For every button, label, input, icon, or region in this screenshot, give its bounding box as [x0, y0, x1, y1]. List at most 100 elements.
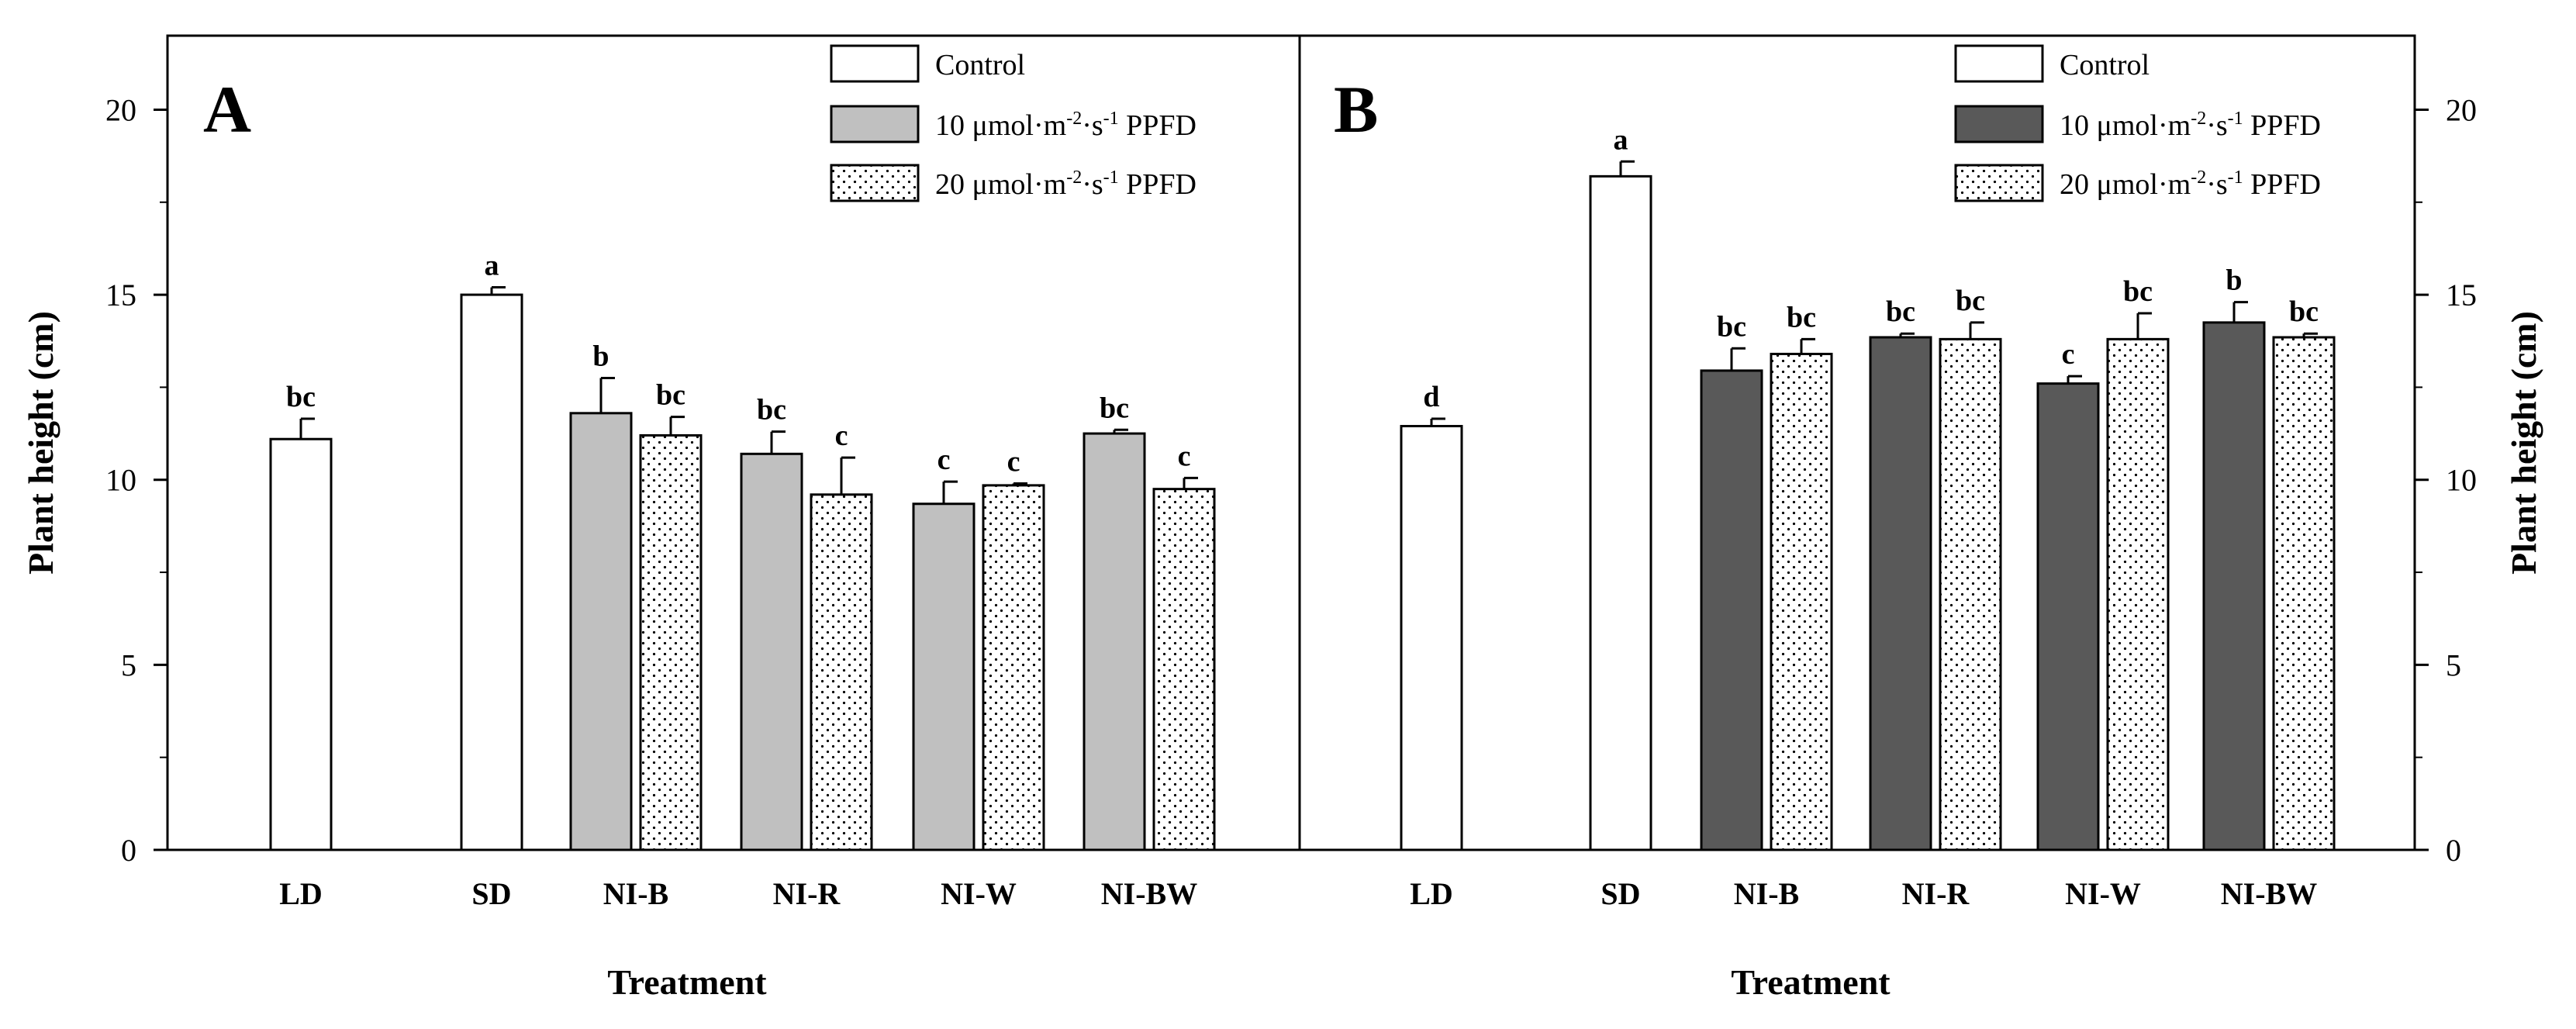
significance-label: bc	[1956, 285, 1985, 317]
significance-label: c	[1178, 440, 1191, 472]
category-label: NI-R	[1902, 876, 1970, 911]
bar-ppfd20	[810, 493, 873, 851]
category-label: LD	[279, 876, 323, 911]
legend-label-part: PPFD	[2243, 168, 2321, 201]
category-label: LD	[1410, 876, 1453, 911]
legend-label-control: Control	[935, 49, 1025, 81]
y-tick-label: 5	[2446, 647, 2461, 682]
legend-label-part: 20 μmol·m	[2060, 168, 2191, 201]
category-label: SD	[471, 876, 511, 911]
legend-swatch-ppfd10	[1954, 105, 2044, 143]
x-axis-title: Treatment	[1731, 962, 1891, 1002]
significance-label: bc	[2289, 295, 2319, 328]
significance-label: bc	[757, 394, 786, 426]
y-axis-title: Plant height (cm)	[2504, 311, 2543, 575]
legend-label-part: 10 μmol·m	[2060, 109, 2191, 142]
legend-label-part: -2	[2191, 167, 2206, 188]
legend-label-part: -1	[2228, 109, 2243, 129]
legend-label-control: Control	[2060, 49, 2150, 81]
legend-swatch-ppfd10	[830, 105, 920, 143]
plot-frame	[1298, 34, 2416, 851]
y-tick-label: 0	[2446, 833, 2461, 868]
panel-b: 0 5 10 15 20 Plant height (cm) Treatment B LD SD N…	[1298, 34, 2543, 1002]
category-label: NI-W	[2065, 876, 2141, 911]
legend-swatch-ppfd20	[830, 164, 920, 202]
category-label: NI-B	[1734, 876, 1799, 911]
legend-label-ppfd10: 10 μmol·m-2·s-1 PPFD	[2060, 109, 2321, 142]
significance-label: bc	[1100, 392, 1129, 424]
y-tick-label: 5	[121, 647, 136, 682]
significance-label: bc	[286, 381, 316, 413]
legend: Control 10 μmol·m-2·s-1 PPFD 20 μmol·m-2·s…	[830, 44, 1196, 202]
bar-control	[1589, 174, 1652, 851]
significance-label: bc	[1787, 301, 1816, 333]
bar-ppfd20	[1939, 337, 2002, 851]
y-tick-label: 15	[105, 278, 136, 312]
bar-ppfd10	[569, 412, 633, 851]
bar-ppfd20	[982, 484, 1045, 851]
bar-ppfd20	[1152, 488, 1216, 851]
legend-label-ppfd10: 10 μmol·m-2·s-1 PPFD	[935, 109, 1196, 142]
significance-label: c	[1007, 446, 1020, 478]
panel-letter: B	[1334, 72, 1378, 147]
category-label: NI-W	[941, 876, 1017, 911]
legend-label-part: ·s	[2206, 168, 2227, 201]
bar-ppfd10	[1869, 336, 1932, 851]
x-axis-title: Treatment	[607, 962, 767, 1002]
legend-label-part: PPFD	[1119, 109, 1196, 142]
y-tick-label: 0	[121, 833, 136, 868]
panel-a: 0 5 10 15 20 Plant height (cm) Treatment A LD SD N…	[21, 34, 1301, 1002]
category-label: SD	[1601, 876, 1640, 911]
significance-label: c	[2062, 338, 2075, 371]
legend-label-part: -1	[1103, 167, 1119, 188]
significance-label: a	[1614, 123, 1628, 156]
bar-ppfd20	[639, 433, 703, 851]
legend-label-part: -2	[1066, 167, 1082, 188]
bar-ppfd20	[1770, 352, 1833, 851]
significance-label: b	[2226, 264, 2242, 297]
bar-control	[1400, 425, 1463, 851]
category-label: NI-BW	[2221, 876, 2317, 911]
legend-swatch-ppfd20	[1954, 164, 2044, 202]
legend-label-part: PPFD	[2243, 109, 2321, 142]
y-tick-label: 20	[105, 92, 136, 127]
legend-label-part: ·s	[2206, 109, 2227, 142]
significance-label: bc	[656, 379, 685, 412]
significance-label: c	[835, 420, 848, 452]
legend-label-part: -2	[1066, 109, 1082, 129]
significance-label: c	[938, 444, 951, 476]
significance-label: d	[1423, 381, 1439, 413]
significance-label: bc	[2123, 275, 2153, 308]
y-tick-label: 15	[2446, 278, 2477, 312]
legend-label-part: -2	[2191, 109, 2206, 129]
category-label: NI-R	[773, 876, 841, 911]
category-label: NI-B	[603, 876, 668, 911]
significance-label: bc	[1717, 310, 1746, 343]
bar-ppfd10	[740, 452, 803, 851]
bar-ppfd10	[1083, 432, 1146, 851]
legend-label-part: -1	[1103, 109, 1119, 129]
legend-label-ppfd20: 20 μmol·m-2·s-1 PPFD	[2060, 167, 2321, 201]
bar-control	[460, 293, 523, 851]
bar-ppfd10	[2202, 321, 2266, 851]
significance-label: a	[485, 250, 499, 282]
significance-label: b	[592, 340, 609, 372]
legend-swatch-control	[1954, 44, 2044, 83]
bar-ppfd20	[2106, 337, 2170, 851]
significance-label: bc	[1886, 295, 1915, 328]
legend-label-ppfd20: 20 μmol·m-2·s-1 PPFD	[935, 167, 1196, 201]
legend-label-part: 20 μmol·m	[935, 168, 1066, 201]
category-label: NI-BW	[1101, 876, 1197, 911]
legend-label-part: 10 μmol·m	[935, 109, 1066, 142]
y-tick-label: 10	[105, 463, 136, 498]
bar-ppfd10	[912, 502, 975, 851]
legend-label-part: -1	[2228, 167, 2243, 188]
bar-ppfd10	[1700, 369, 1763, 851]
y-tick-label: 10	[2446, 463, 2477, 498]
y-tick-label: 20	[2446, 92, 2477, 127]
legend-label-part: PPFD	[1119, 168, 1196, 201]
legend-swatch-control	[830, 44, 920, 83]
